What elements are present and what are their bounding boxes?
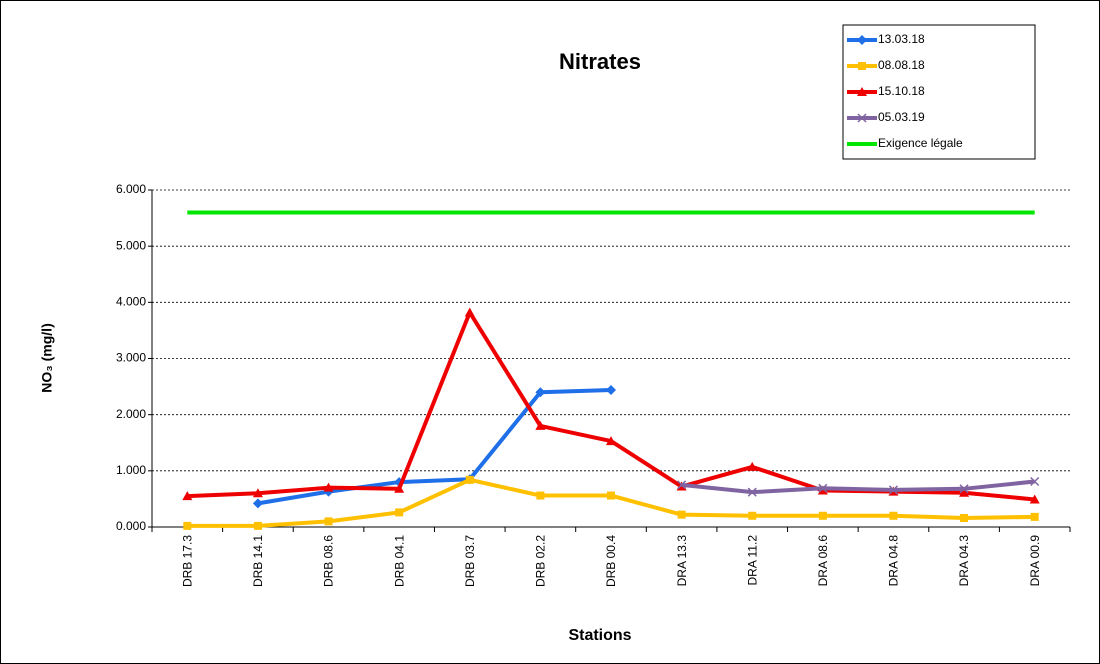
marker: [858, 62, 866, 70]
marker: [394, 483, 405, 493]
legend-label: 15.10.18: [878, 84, 925, 98]
marker: [677, 510, 686, 519]
x-tick-label: DRB 17.3: [180, 535, 194, 587]
marker: [535, 420, 546, 430]
x-tick-label: DRA 08.6: [816, 535, 830, 587]
marker: [535, 387, 546, 398]
marker: [536, 491, 545, 500]
marker: [1030, 512, 1039, 521]
y-tick-label: 1.000: [116, 463, 146, 477]
marker: [960, 514, 969, 523]
y-tick-label: 2.000: [116, 407, 146, 421]
marker: [818, 511, 827, 520]
marker: [323, 482, 334, 492]
x-axis-title: Stations: [568, 627, 631, 644]
marker: [818, 483, 828, 493]
x-tick-label: DRA 04.3: [957, 535, 971, 587]
x-tick-label: DRA 11.2: [745, 535, 759, 586]
x-tick-label: DRB 14.1: [251, 535, 265, 587]
marker: [888, 485, 898, 495]
series-line: [681, 479, 1035, 495]
chart-title: Nitrates: [559, 49, 641, 74]
marker: [464, 307, 475, 317]
x-tick-label: DRB 04.1: [392, 535, 406, 587]
marker: [857, 35, 867, 45]
y-axis-title: NO₃ (mg/l): [39, 323, 55, 392]
marker: [857, 113, 867, 123]
x-tick-label: DRB 08.6: [322, 535, 336, 587]
marker: [465, 475, 474, 484]
marker: [1029, 494, 1040, 504]
y-tick-label: 6.000: [116, 182, 146, 196]
marker: [253, 521, 262, 530]
y-tick-label: 0.000: [116, 519, 146, 533]
marker: [857, 87, 867, 96]
x-tick-label: DRA 00.9: [1028, 535, 1042, 587]
marker: [1030, 476, 1040, 487]
marker: [747, 487, 757, 497]
marker: [747, 461, 758, 471]
marker: [395, 508, 404, 517]
y-tick-label: 3.000: [116, 351, 146, 365]
marker: [959, 487, 970, 497]
legend-label: 05.03.19: [878, 110, 925, 124]
marker: [889, 511, 898, 520]
marker: [324, 517, 333, 526]
x-tick-label: DRB 03.7: [463, 535, 477, 587]
legend-label: Exigence légale: [878, 136, 963, 150]
marker: [959, 484, 969, 494]
x-tick-label: DRA 04.8: [887, 535, 901, 587]
x-tick-label: DRB 02.2: [534, 535, 548, 587]
y-tick-label: 4.000: [116, 295, 146, 309]
marker: [182, 491, 193, 501]
marker: [252, 498, 263, 509]
marker: [252, 488, 263, 498]
marker: [183, 521, 192, 530]
series-line: [257, 387, 612, 506]
marker: [748, 511, 757, 520]
marker: [677, 480, 687, 490]
y-tick-label: 5.000: [116, 238, 146, 252]
marker: [607, 491, 615, 500]
legend-label: 13.03.18: [878, 32, 925, 46]
x-tick-label: DRA 13.3: [675, 535, 689, 587]
marker: [606, 384, 616, 395]
legend-label: 08.08.18: [878, 58, 925, 72]
x-tick-label: DRB 00.4: [604, 535, 618, 587]
marker: [606, 436, 616, 446]
